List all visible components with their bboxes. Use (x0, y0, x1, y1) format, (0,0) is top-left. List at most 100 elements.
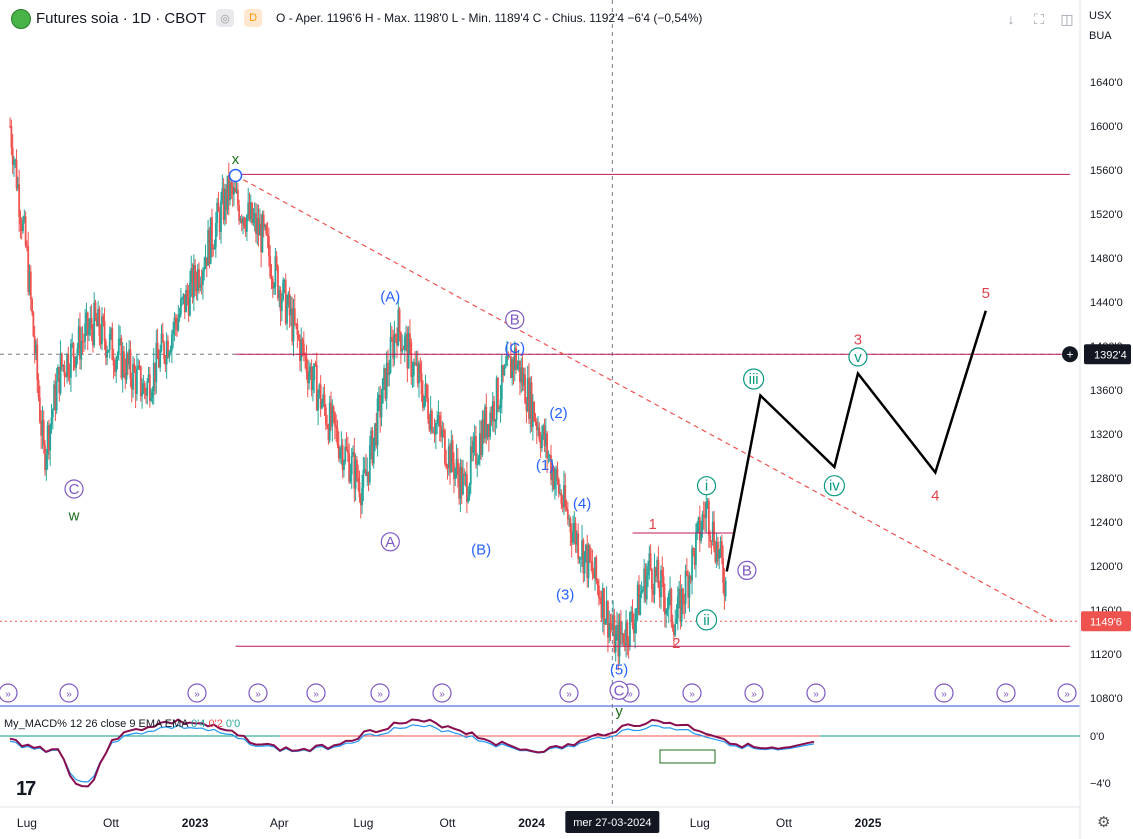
candle-body (340, 445, 343, 450)
screenshot-icon[interactable]: ◫ (1060, 10, 1074, 27)
x-tick-label: Ott (439, 816, 456, 830)
candle-body (375, 423, 378, 446)
candle-body (443, 429, 446, 464)
macd-v2: 0'2 (208, 718, 223, 730)
symbol-logo (11, 9, 31, 29)
candle-body (685, 570, 688, 576)
candle-body (81, 340, 84, 342)
session-marker-glyph: » (1003, 689, 1009, 700)
candle-body (85, 312, 88, 324)
candle-body (719, 541, 722, 550)
candle-body (530, 382, 533, 428)
candle-body (594, 557, 596, 579)
candle-body (643, 568, 646, 590)
candle-body (669, 588, 671, 594)
eye-icon[interactable]: ◎ (216, 9, 235, 27)
candle-body (560, 493, 563, 504)
wave-label: (A) (380, 289, 400, 306)
candle-body (670, 588, 673, 622)
candle-body (110, 328, 112, 334)
candle-body (13, 160, 15, 165)
wave-label: A (385, 534, 395, 551)
candle-body (18, 184, 21, 217)
candle-body (302, 343, 305, 356)
currency-selector[interactable]: USX (1089, 10, 1112, 22)
candle-body (453, 463, 455, 479)
candle-body (438, 415, 441, 427)
candle-body (308, 373, 310, 384)
symbol-title[interactable]: Futures soia · 1D · CBOT (36, 9, 207, 27)
candle-body (526, 378, 529, 412)
candle-body (394, 334, 397, 337)
candle-body (617, 625, 620, 657)
candle-body (145, 391, 147, 396)
candle-body (553, 480, 556, 489)
candle-body (529, 382, 532, 419)
candle-body (251, 202, 253, 224)
candle-body (425, 384, 428, 398)
candle-body (471, 446, 473, 453)
candle-body (710, 540, 713, 543)
candle-body (274, 256, 277, 287)
candle-body (472, 440, 475, 453)
candle-body (328, 402, 331, 441)
candle-body (186, 289, 189, 298)
candle-body (497, 377, 499, 410)
y-tick-label: 1480'0 (1090, 253, 1123, 265)
wave-label: (B) (471, 542, 491, 559)
macd-pane (0, 718, 1080, 788)
candle-body (19, 216, 22, 224)
candle-body (551, 467, 554, 480)
candle-body (84, 323, 87, 342)
candle-body (469, 446, 472, 485)
candle-body (723, 582, 726, 597)
wave-label: ii (703, 612, 710, 629)
candle-body (164, 358, 167, 365)
x-tick-label: 2025 (855, 816, 882, 830)
wave-label-circle (737, 560, 757, 581)
candle-body (666, 608, 669, 610)
fullscreen-icon[interactable]: ⛶ (1034, 10, 1044, 27)
candle-body (15, 159, 18, 189)
unit-selector[interactable]: BUA (1089, 30, 1112, 42)
macd-legend[interactable]: My_MACD% 12 26 close 9 EMA EMA 0'4 0'2 0… (4, 718, 240, 730)
candle-body (578, 558, 581, 560)
candle-body (383, 368, 385, 379)
candle-body (117, 339, 120, 355)
candle-body (442, 429, 445, 431)
candle-body (691, 548, 693, 581)
candle-body (603, 588, 605, 625)
wave-label: (2) (549, 405, 567, 422)
candle-body (366, 471, 369, 476)
candle-body (467, 496, 470, 502)
candle-body (577, 533, 580, 559)
candle-body (572, 530, 574, 543)
candle-body (185, 289, 187, 313)
candle-body (49, 424, 52, 451)
candle-body (377, 394, 380, 399)
candle-body (38, 397, 41, 422)
candle-body (365, 469, 367, 476)
candle-body (114, 365, 116, 372)
candle-body (159, 350, 162, 368)
arrow-down-icon[interactable]: ↓ (1007, 11, 1015, 27)
candle-body (368, 445, 371, 483)
wave-label: i (705, 478, 708, 495)
candle-body (322, 394, 325, 404)
candle-body (431, 410, 433, 433)
candle-body (574, 523, 577, 545)
candle-body (99, 335, 102, 345)
candle-body (183, 294, 186, 313)
candle-body (680, 588, 683, 622)
gear-icon[interactable]: ⚙ (1097, 814, 1111, 831)
candle-body (409, 333, 411, 343)
tradingview-logo[interactable]: 17 (16, 778, 36, 800)
candle-body (20, 223, 23, 232)
candle-body (657, 559, 660, 588)
candle-body (389, 337, 392, 373)
candle-body (233, 187, 235, 195)
candle-body (177, 318, 180, 331)
session-marker-icon (432, 683, 452, 703)
candle-body (705, 501, 708, 519)
